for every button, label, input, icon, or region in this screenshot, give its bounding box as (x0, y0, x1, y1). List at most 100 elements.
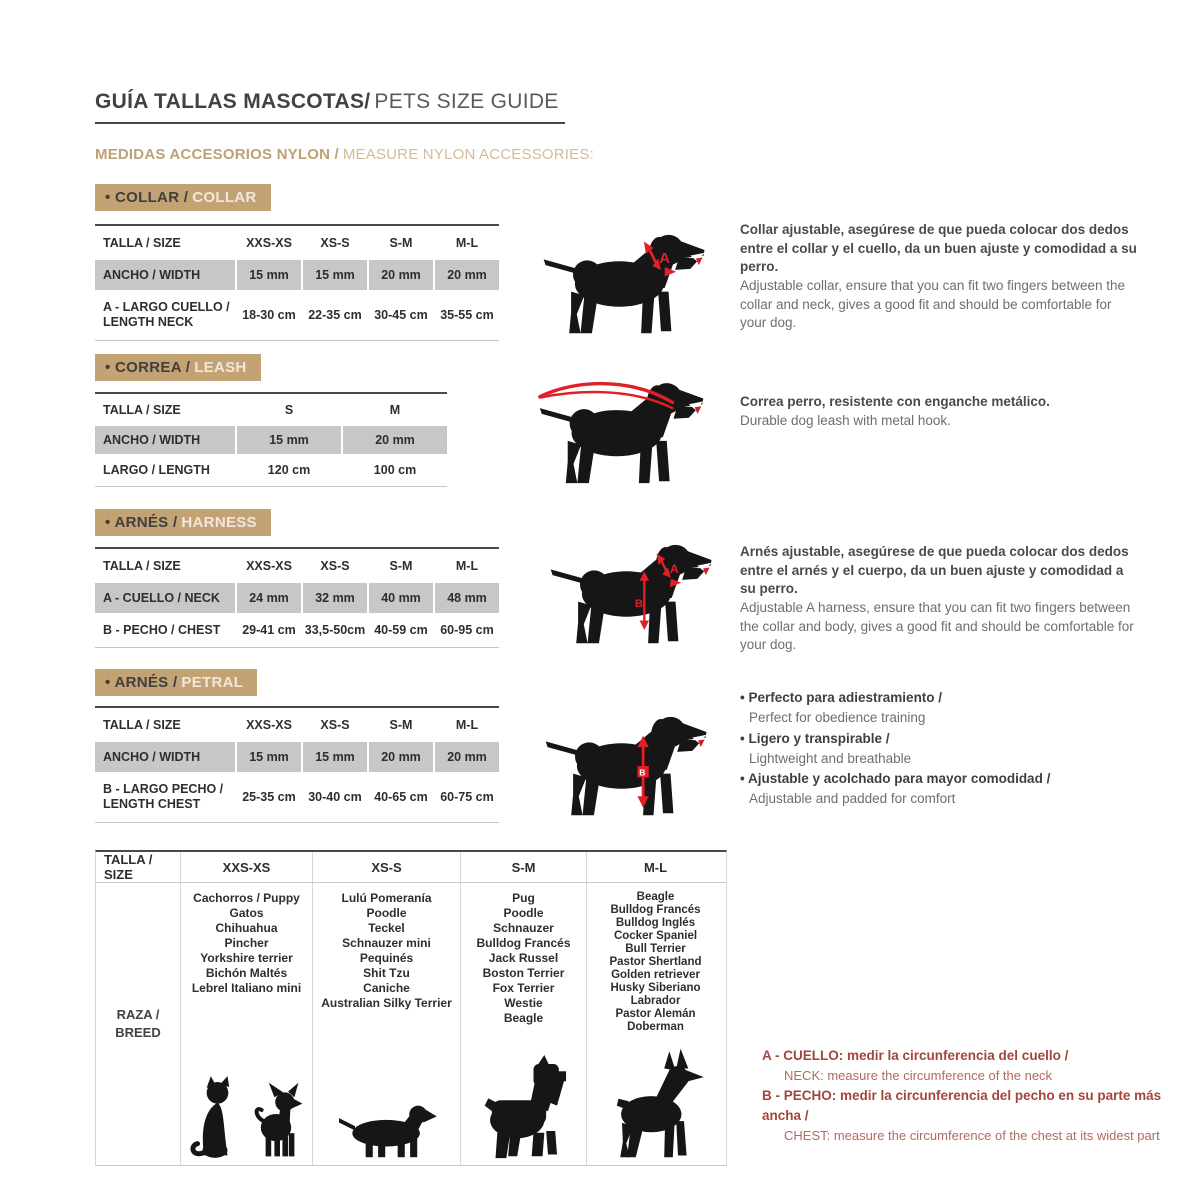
table-header-cell: TALLA / SIZE (95, 710, 235, 740)
table-header-cell: XXS-XS (237, 710, 301, 740)
dog-silhouette (545, 716, 707, 816)
table-row-label: A - CUELLO / NECK (95, 583, 235, 613)
table-value: 30-40 cm (303, 774, 367, 820)
breed-row-label: RAZA / BREED (96, 883, 181, 1165)
page-title-es: GUÍA TALLAS MASCOTAS/ (95, 90, 371, 114)
table-header-cell: S-M (461, 852, 587, 882)
collar-size-table: TALLA / SIZE XXS-XS XS-S S-M M-L ANCHO /… (95, 224, 499, 341)
leash-badge-es: CORREA / (105, 359, 190, 376)
dog-silhouette (543, 234, 705, 334)
table-header-cell: S-M (369, 551, 433, 581)
table-value: 20 mm (369, 742, 433, 772)
cat-silhouette-icon (189, 1076, 229, 1158)
note-item: A - CUELLO: medir la circunferencia del … (762, 1046, 1200, 1086)
leash-size-table: TALLA / SIZE S M ANCHO / WIDTH 15 mm 20 … (95, 392, 447, 487)
table-header-cell: XS-S (313, 852, 461, 882)
collar-badge-en: COLLAR (192, 189, 257, 206)
subtitle-en: MEASURE NYLON ACCESSORIES: (342, 146, 594, 163)
breed-cell-xxs-xs: Cachorros / Puppy Gatos Chihuahua Pincher Yo… (181, 883, 313, 1165)
breed-table-header: TALLA / SIZE XXS-XS XS-S S-M M-L (96, 852, 726, 883)
harness-dog-illustration: A B (550, 544, 712, 644)
breed-list: Beagle Bulldog Francés Bulldog Inglés Cocke… (609, 891, 702, 1033)
table-value: 60-95 cm (435, 615, 499, 645)
table-header-cell: TALLA / SIZE (95, 228, 235, 258)
feature-en: Adjustable and padded for comfort (749, 791, 956, 807)
feature-item: Ligero y transpirable / Lightweight and … (740, 729, 1140, 770)
table-header-cell: M-L (435, 551, 499, 581)
petral-badge: ARNÉS /PETRAL (95, 669, 258, 696)
harness-badge-es: ARNÉS / (105, 514, 177, 531)
table-value: 40 mm (369, 583, 433, 613)
section-subtitle: MEDIDAS ACCESORIOS NYLON / MEASURE NYLON … (95, 146, 594, 163)
leash-badge: CORREA /LEASH (95, 354, 261, 381)
table-value: 100 cm (343, 456, 447, 484)
harness-size-table: TALLA / SIZE XXS-XS XS-S S-M M-L A - CUE… (95, 547, 499, 648)
leash-description: Correa perro, resistente con enganche me… (740, 393, 1140, 430)
table-value: 35-55 cm (435, 292, 499, 338)
harness-badge: ARNÉS /HARNESS (95, 509, 271, 536)
page-title-en: PETS SIZE GUIDE (374, 90, 559, 114)
table-row-label: ANCHO / WIDTH (95, 260, 235, 290)
collar-badge-es: COLLAR / (105, 189, 188, 206)
svg-text:B: B (639, 767, 645, 777)
table-header-cell: M-L (643, 859, 668, 875)
table-value: 15 mm (303, 742, 367, 772)
petral-badge-en: PETRAL (181, 674, 244, 691)
table-row-label: LARGO / LENGTH (95, 456, 235, 484)
breed-table-body: RAZA / BREED Cachorros / Puppy Gatos Chihua… (96, 883, 726, 1165)
table-header-cell: S-M (369, 710, 433, 740)
feature-es: Ligero y transpirable / (740, 729, 1140, 749)
breed-cell-xs-s: Lulú Pomeranía Poodle Teckel Schnauzer mini… (313, 883, 461, 1165)
note-en: CHEST: measure the circumference of the … (784, 1128, 1160, 1144)
harness-description: Arnés ajustable, asegúrese de que pueda … (740, 543, 1140, 655)
leash-line (538, 381, 675, 410)
silhouette-group (313, 1095, 460, 1165)
breed-list: Pug Poodle Schnauzer Bulldog Francés Jack Ru… (476, 891, 571, 1025)
note-en: NECK: measure the circumference of the n… (784, 1068, 1053, 1084)
collar-desc-en: Adjustable collar, ensure that you can f… (740, 277, 1125, 331)
table-value: 30-45 cm (369, 292, 433, 338)
table-value: 60-75 cm (435, 774, 499, 820)
collar-measure-marks: A (643, 241, 677, 277)
table-value: 29-41 cm (237, 615, 301, 645)
collar-desc-es: Collar ajustable, asegúrese de que pueda… (740, 222, 1137, 275)
table-value: 48 mm (435, 583, 499, 613)
table-value: 20 mm (435, 742, 499, 772)
note-es: B - PECHO: medir la circunferencia del p… (762, 1087, 1162, 1123)
table-value: 40-59 cm (369, 615, 433, 645)
table-row-label: ANCHO / WIDTH (95, 742, 235, 772)
dachshund-silhouette-icon (338, 1105, 437, 1158)
svg-text:A: A (659, 250, 670, 267)
harness-desc-es: Arnés ajustable, asegúrese de que pueda … (740, 544, 1129, 597)
harness-badge-en: HARNESS (181, 514, 257, 531)
table-header-cell: M (343, 396, 447, 424)
table-value: 20 mm (343, 426, 447, 454)
table-value: 15 mm (237, 742, 301, 772)
svg-text:A: A (670, 562, 679, 576)
feature-en: Perfect for obedience training (749, 710, 926, 726)
leash-dog-illustration (538, 381, 704, 484)
table-value: 33,5-50cm (303, 615, 367, 645)
petral-feature-list: Perfecto para adiestramiento / Perfect f… (740, 688, 1140, 810)
table-header-cell: TALLA / SIZE (95, 396, 235, 424)
table-value: 15 mm (237, 426, 341, 454)
table-value: 32 mm (303, 583, 367, 613)
feature-item: Perfecto para adiestramiento / Perfect f… (740, 688, 1140, 729)
page-title: GUÍA TALLAS MASCOTAS/PETS SIZE GUIDE (95, 90, 565, 125)
table-header-cell: XS-S (303, 228, 367, 258)
note-es: A - CUELLO: medir la circunferencia del … (762, 1048, 1069, 1063)
table-value: 18-30 cm (237, 292, 301, 338)
silhouette-group (461, 1055, 586, 1165)
table-value: 15 mm (237, 260, 301, 290)
table-header-cell: S (237, 396, 341, 424)
table-value: 20 mm (435, 260, 499, 290)
schnauzer-silhouette-icon (484, 1055, 566, 1159)
table-value: 24 mm (237, 583, 301, 613)
silhouette-group (587, 1047, 724, 1165)
measurement-notes: A - CUELLO: medir la circunferencia del … (762, 1046, 1200, 1146)
table-value: 20 mm (369, 260, 433, 290)
breed-table: TALLA / SIZE XXS-XS XS-S S-M M-L RAZA / B… (95, 850, 727, 1166)
subtitle-es: MEDIDAS ACCESORIOS NYLON / (95, 146, 339, 163)
collar-description: Collar ajustable, asegúrese de que pueda… (740, 221, 1140, 333)
